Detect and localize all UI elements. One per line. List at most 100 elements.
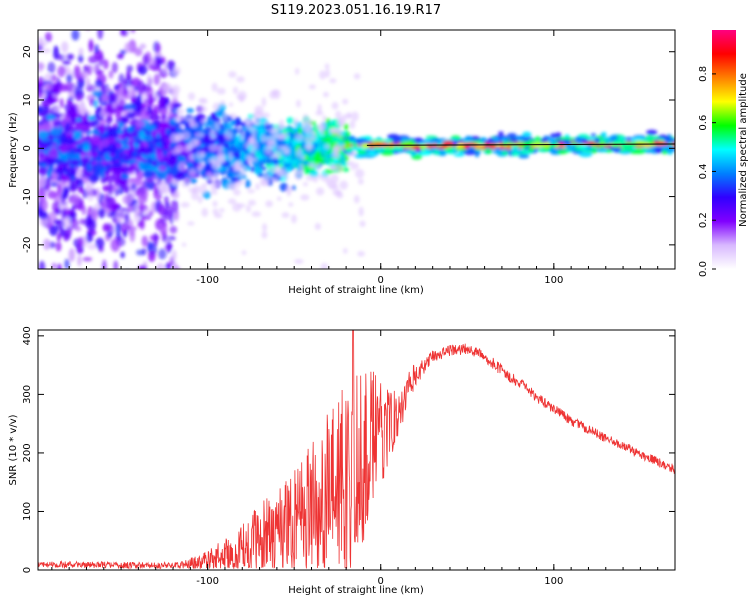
spectrogram-cell [75,226,82,232]
spectrogram-cell [331,101,339,110]
spectrogram-cell [228,71,237,78]
spectrogram-y-ticks: -20 -10 0 10 20 [22,45,675,253]
spectrogram-cell [189,118,195,127]
spectrogram-cell [505,143,513,150]
spectrogram-cell [508,138,518,143]
spectrogram-cell [85,162,93,173]
spectrogram-cell [245,179,251,189]
spectrogram-cell [205,175,216,182]
spectrogram-cell [529,140,534,145]
spectrogram-cell [223,111,228,122]
spectrogram-cell [242,165,247,174]
y-tick-label: 20 [22,45,33,58]
spectrogram-cell [163,206,173,220]
spectrogram-cell [69,11,73,17]
spectrogram-cell [181,131,191,141]
spectrogram-cell [342,167,350,172]
spectrogram-cell [354,168,365,179]
spectrogram-cell [575,149,581,154]
spectrogram-cell [42,122,52,129]
spectrogram-cell [634,148,642,153]
spectrogram-cell [241,250,247,255]
y-tick-label: 10 [22,94,33,107]
spectrogram-cell [93,207,98,222]
colorbar-bar [712,30,736,269]
spectrogram-cell [134,176,142,187]
spectrogram-cell [61,41,69,53]
spectrogram-cell [189,131,195,139]
spectrogram-cell [315,110,324,116]
colorbar-tick-label: 0.2 [698,212,709,228]
spectrogram-cell [245,204,251,213]
spectrogram-cell [33,17,43,26]
spectrogram-cell [425,135,438,140]
spectrogram-cell [204,163,213,171]
spectrogram-cell [38,90,42,99]
spectrogram-cell [237,126,242,131]
spectrogram-cell [122,194,132,205]
spectrogram-cell [305,127,313,136]
spectrogram-cell [47,93,54,105]
spectrogram-cell [332,150,340,159]
spectrogram-cell [262,223,268,232]
chart-title: S119.2023.051.16.19.R17 [271,3,441,18]
spectrogram-cell [45,178,51,191]
spectrogram-cell [358,178,364,185]
spectrogram-cell [69,106,75,111]
spectrogram-cell [212,180,221,188]
spectrogram-cell [219,100,226,107]
spectrogram-cell [528,146,535,152]
spectrogram-cell [137,65,148,76]
spectrogram-cell [99,19,109,27]
spectrogram-cell [117,134,123,141]
spectrogram-cell [169,225,178,234]
spectrogram-cell [285,148,290,155]
spectrogram-cell [38,62,45,71]
spectrogram-cell [139,220,145,230]
spectrogram-cell [38,130,49,139]
spectrogram-cell [181,242,187,247]
spectrogram-cell [329,174,339,184]
snr-x-label: Height of straight line (km) [288,585,424,596]
spectrogram-cell [261,231,268,239]
spectrogram-cell [131,131,138,137]
spectrogram-cell [146,74,152,86]
spectrogram-cell [556,149,568,155]
spectrogram-cell [158,248,167,260]
spectrogram-cell [77,236,84,248]
spectrogram-cell [274,164,280,170]
spectrogram-cell [333,164,343,173]
spectrogram-cell [147,157,153,164]
spectrogram-cell [601,132,607,137]
spectrogram-cell [307,118,313,127]
spectrogram-cell [453,153,465,157]
spectrogram-cell [63,117,72,123]
spectrogram-cell [87,115,96,121]
y-tick-label: 400 [22,326,33,345]
spectrogram-cell [41,192,46,204]
spectrogram-cell [80,70,89,80]
spectrogram-cell [358,206,364,217]
spectrogram-cell [111,61,118,74]
spectrogram-cell [75,93,83,102]
spectrogram-cell [167,236,176,241]
spectrogram-cell [159,216,167,224]
spectrogram-cell [127,126,132,133]
spectrogram-cell [165,297,173,304]
spectrogram-cell [95,237,105,249]
spectrogram-cell [324,63,330,70]
spectrogram-cell [138,265,148,269]
spectrogram-cell [85,84,96,92]
spectrogram-cell [549,147,559,154]
spectrogram-cell [339,180,348,190]
spectrogram-cell [578,151,593,158]
spectrogram-cell [53,45,60,60]
spectrogram-cell [630,138,637,143]
spectrogram-cell [198,105,208,113]
spectrogram-cell [175,155,186,162]
spectrogram-cell [518,154,530,159]
spectrogram-cell [115,166,126,174]
spectrogram-cell [38,260,46,269]
spectrogram-cell [236,141,244,151]
snr-y-ticks: 0 100 200 300 400 [22,326,675,573]
